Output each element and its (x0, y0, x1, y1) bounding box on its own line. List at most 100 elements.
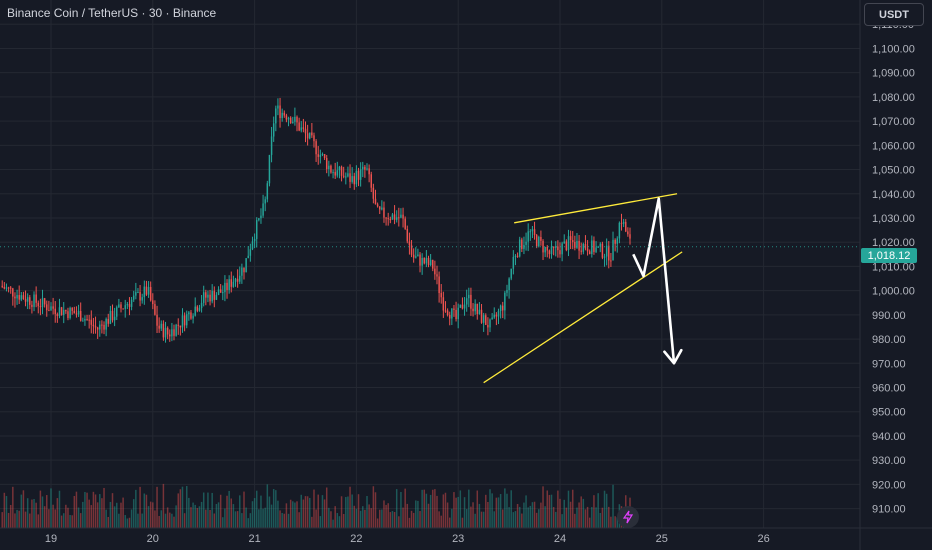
volume-bar (550, 494, 553, 528)
candle-body (175, 324, 177, 336)
volume-bar (152, 502, 154, 528)
volume-bar (190, 507, 192, 528)
candle-body (141, 297, 143, 301)
volume-bar (279, 510, 281, 528)
candle-body (550, 246, 553, 255)
candle-body (578, 240, 580, 251)
candle-body (192, 315, 194, 319)
candle-body (472, 308, 474, 312)
volume-bar (578, 502, 580, 528)
candle-body (258, 218, 260, 221)
volume-bar (16, 509, 18, 528)
volume-bar (387, 503, 389, 528)
volume-bar (120, 502, 122, 528)
candle-body (181, 315, 184, 328)
candle-body (546, 246, 549, 251)
candle-body (234, 278, 237, 282)
price-axis[interactable]: 910.00 920.00 930.00 940.00 950.00 960.00 970.… (859, 0, 915, 550)
volume-bar (446, 502, 449, 528)
price-tick-label: 1,010.00 (872, 261, 915, 273)
volume-bar (171, 513, 173, 528)
candle-body (353, 176, 356, 185)
volume-bar (128, 517, 131, 528)
volume-bar (561, 514, 563, 528)
volume-bar (219, 494, 222, 528)
candle-body (226, 282, 228, 290)
candle-body (603, 256, 606, 258)
time-axis[interactable]: 19 20 21 22 23 24 25 26 (0, 527, 932, 545)
candle-body (302, 127, 305, 129)
candle-body (351, 176, 353, 182)
volume-bar (395, 489, 398, 528)
volume-bar (364, 509, 366, 528)
candle-body (26, 297, 29, 302)
candle-body (243, 267, 245, 273)
volume-bar (485, 494, 487, 528)
volume-bar (60, 515, 63, 528)
candle-body (137, 292, 139, 294)
volume-bar (535, 512, 538, 528)
candle-body (139, 292, 141, 301)
volume-bar (608, 506, 610, 528)
volume-bar (321, 495, 324, 528)
lightning-icon[interactable] (617, 506, 639, 528)
currency-button[interactable]: USDT (864, 3, 924, 26)
candle-body (266, 183, 269, 200)
volume-bar (459, 490, 462, 528)
volume-bar (338, 516, 341, 528)
price-tick-label: 960.00 (872, 383, 906, 395)
volume-bar (149, 501, 152, 528)
candle-body (311, 132, 313, 136)
volume-bar (9, 504, 12, 528)
candle-body (415, 256, 417, 258)
volume-bar (294, 502, 296, 528)
volume-bar (597, 493, 599, 528)
candle-body (50, 306, 52, 311)
volume-bar (270, 504, 273, 528)
candle-body (46, 304, 48, 311)
volume-bar (523, 502, 525, 528)
candle-body (164, 327, 167, 338)
candle-body (219, 289, 222, 293)
candle-body (67, 311, 69, 318)
candle-body (313, 135, 315, 142)
volume-bar (427, 503, 430, 528)
volume-bar (421, 489, 423, 528)
candle-body (82, 320, 84, 322)
candle-body (555, 246, 557, 248)
volume-bar (228, 490, 230, 528)
volume-bar (139, 486, 141, 528)
volume-bar (253, 498, 256, 528)
volume-bar (145, 494, 148, 528)
volume-bar (383, 500, 385, 528)
volume-bar (512, 512, 515, 528)
candlestick-series (1, 97, 631, 343)
candle-body (147, 286, 150, 295)
candle-body (404, 218, 406, 229)
candle-body (574, 242, 576, 248)
volume-bar (241, 513, 243, 528)
volume-bar (24, 511, 27, 528)
volume-bar (245, 507, 247, 528)
volume-bar (31, 499, 33, 528)
price-tick-label: 1,070.00 (872, 116, 915, 128)
candle-body (281, 112, 283, 119)
volume-bar (113, 506, 116, 528)
volume-bar (101, 498, 103, 528)
candle-body (627, 231, 629, 235)
candle-body (52, 306, 54, 309)
price-tick-label: 1,050.00 (872, 165, 915, 177)
volume-bar (565, 507, 568, 528)
volume-bar (569, 501, 572, 528)
volume-bar (391, 511, 394, 528)
candle-body (230, 279, 233, 287)
symbol-title: Binance Coin / TetherUS · 30 · Binance (7, 6, 217, 20)
volume-bar (325, 487, 328, 528)
candle-body (215, 294, 218, 300)
volume-bar (504, 488, 506, 528)
volume-bar (122, 497, 124, 528)
candle-body (625, 221, 627, 232)
volume-bar (183, 513, 186, 528)
volume-bar (41, 496, 44, 528)
